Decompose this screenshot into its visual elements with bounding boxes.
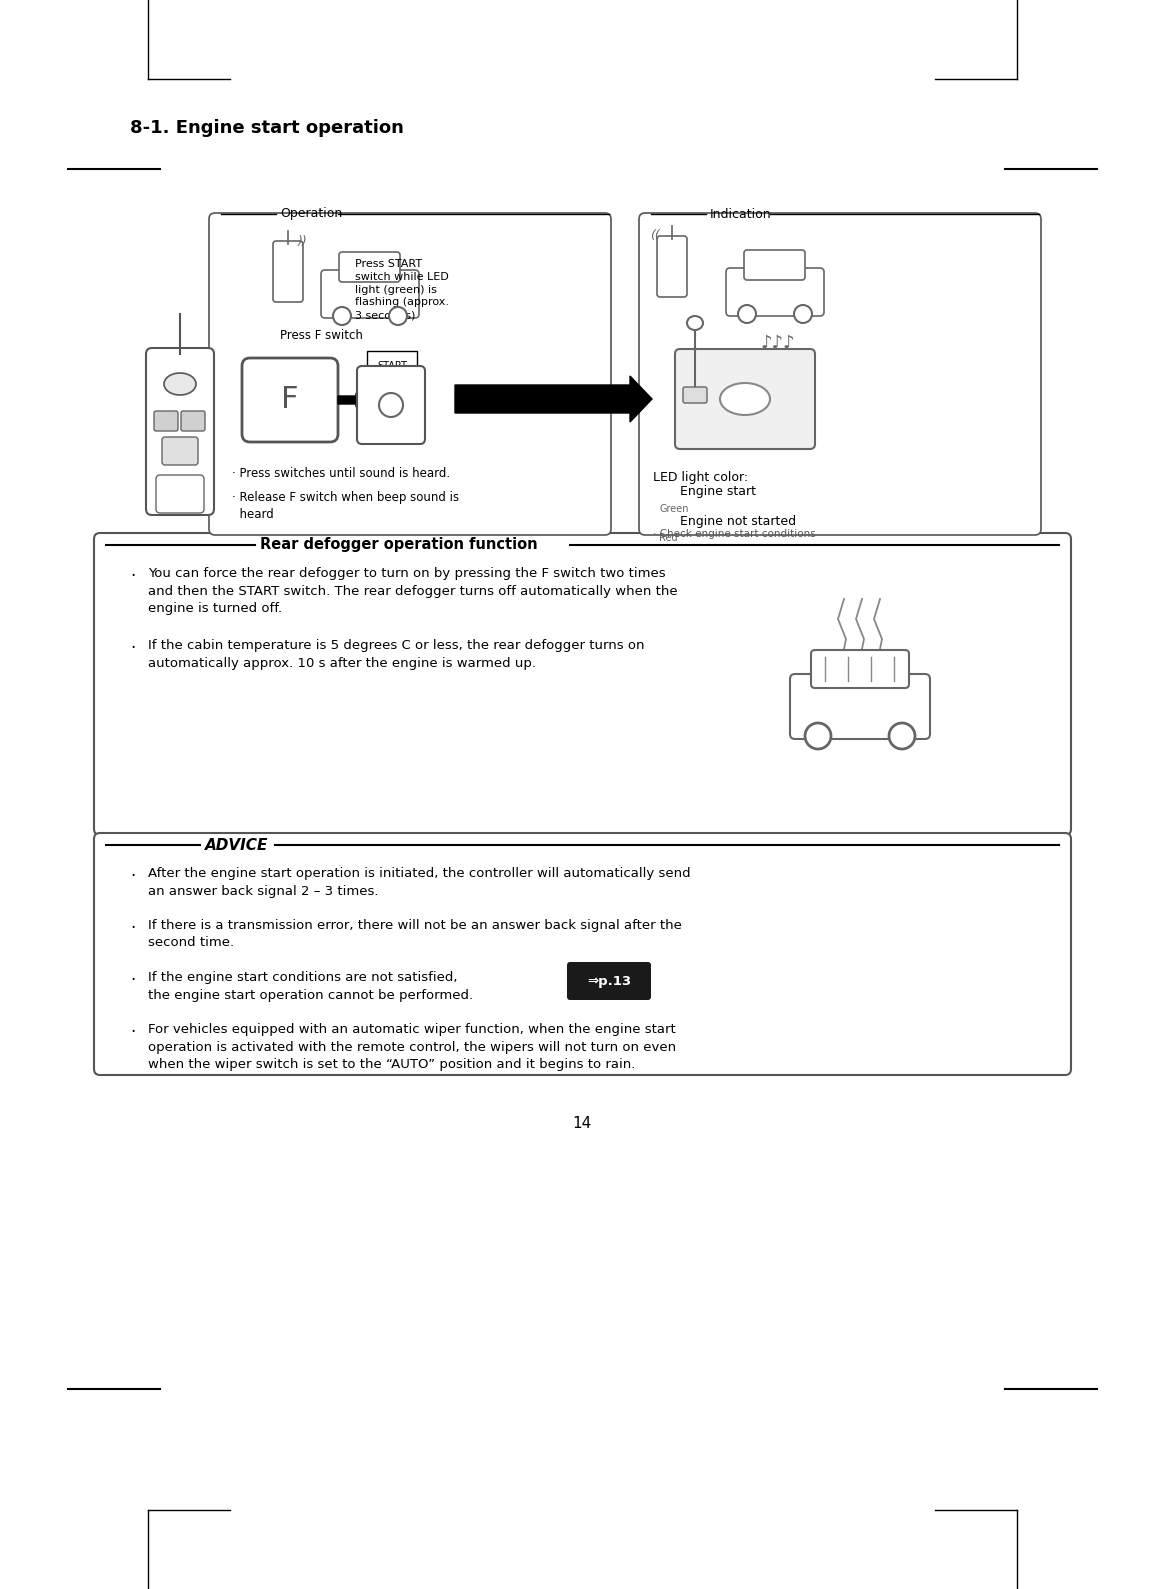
Text: If there is a transmission error, there will not be an answer back signal after : If there is a transmission error, there … <box>148 918 682 950</box>
Text: Operation: Operation <box>280 208 343 221</box>
Text: You can force the rear defogger to turn on by pressing the F switch two times
an: You can force the rear defogger to turn … <box>148 567 678 615</box>
Text: Press START
switch while LED
light (green) is
flashing (approx.
3 seconds): Press START switch while LED light (gree… <box>355 259 449 321</box>
Text: If the cabin temperature is 5 degrees C or less, the rear defogger turns on
auto: If the cabin temperature is 5 degrees C … <box>148 639 644 669</box>
Text: 8-1. Engine start operation: 8-1. Engine start operation <box>130 119 404 137</box>
Text: · Check engine start conditions: · Check engine start conditions <box>654 529 816 539</box>
Text: F: F <box>281 386 298 415</box>
Ellipse shape <box>805 723 831 748</box>
Text: ·: · <box>130 1023 135 1041</box>
Text: ·: · <box>130 918 135 938</box>
Text: ♪♪♪: ♪♪♪ <box>760 334 795 353</box>
Ellipse shape <box>795 305 812 323</box>
FancyBboxPatch shape <box>683 388 707 404</box>
Text: ADVICE: ADVICE <box>205 837 268 853</box>
FancyBboxPatch shape <box>657 237 687 297</box>
Text: · Release F switch when beep sound is
  heard: · Release F switch when beep sound is he… <box>232 491 459 521</box>
Ellipse shape <box>737 305 756 323</box>
FancyBboxPatch shape <box>156 475 204 513</box>
Ellipse shape <box>659 513 675 529</box>
FancyBboxPatch shape <box>811 650 909 688</box>
FancyBboxPatch shape <box>322 270 419 318</box>
Text: )): )) <box>298 235 308 248</box>
FancyBboxPatch shape <box>162 437 198 466</box>
Ellipse shape <box>659 485 675 501</box>
Text: Press F switch: Press F switch <box>280 329 362 342</box>
Text: ·: · <box>130 639 135 656</box>
FancyBboxPatch shape <box>356 365 425 443</box>
Text: · Press switches until sound is heard.: · Press switches until sound is heard. <box>232 467 450 480</box>
Text: Engine start: Engine start <box>680 486 756 499</box>
FancyBboxPatch shape <box>146 348 214 515</box>
FancyBboxPatch shape <box>154 412 178 431</box>
FancyBboxPatch shape <box>567 961 651 999</box>
Text: Rear defogger operation function: Rear defogger operation function <box>260 537 537 553</box>
FancyBboxPatch shape <box>273 242 303 302</box>
Ellipse shape <box>389 307 407 326</box>
FancyArrow shape <box>456 377 652 423</box>
Text: For vehicles equipped with an automatic wiper function, when the engine start
op: For vehicles equipped with an automatic … <box>148 1023 676 1071</box>
FancyArrow shape <box>338 392 363 407</box>
Ellipse shape <box>889 723 915 748</box>
FancyBboxPatch shape <box>94 532 1071 834</box>
Ellipse shape <box>164 373 196 396</box>
Text: ((: (( <box>650 229 659 243</box>
Text: Red: Red <box>659 532 678 543</box>
Text: ⇒p.13: ⇒p.13 <box>587 974 631 987</box>
FancyBboxPatch shape <box>94 833 1071 1076</box>
Text: Engine not started: Engine not started <box>680 515 796 528</box>
Ellipse shape <box>379 392 403 416</box>
FancyBboxPatch shape <box>339 253 400 281</box>
FancyBboxPatch shape <box>726 269 824 316</box>
Ellipse shape <box>720 383 770 415</box>
FancyBboxPatch shape <box>209 213 610 535</box>
Ellipse shape <box>333 307 351 326</box>
FancyBboxPatch shape <box>675 350 816 450</box>
FancyBboxPatch shape <box>242 358 338 442</box>
FancyBboxPatch shape <box>638 213 1042 535</box>
FancyBboxPatch shape <box>790 674 930 739</box>
Text: ·: · <box>130 567 135 585</box>
Text: START: START <box>377 361 407 370</box>
Text: After the engine start operation is initiated, the controller will automatically: After the engine start operation is init… <box>148 868 691 898</box>
FancyBboxPatch shape <box>744 249 805 280</box>
Text: Indication: Indication <box>709 208 771 221</box>
FancyBboxPatch shape <box>181 412 205 431</box>
Ellipse shape <box>687 316 702 331</box>
Text: ·: · <box>130 971 135 988</box>
Text: If the engine start conditions are not satisfied,
the engine start operation can: If the engine start conditions are not s… <box>148 971 473 1001</box>
Text: 14: 14 <box>572 1117 592 1131</box>
Text: Green: Green <box>659 504 689 513</box>
Text: LED light color:: LED light color: <box>654 470 748 485</box>
Text: ·: · <box>130 868 135 885</box>
